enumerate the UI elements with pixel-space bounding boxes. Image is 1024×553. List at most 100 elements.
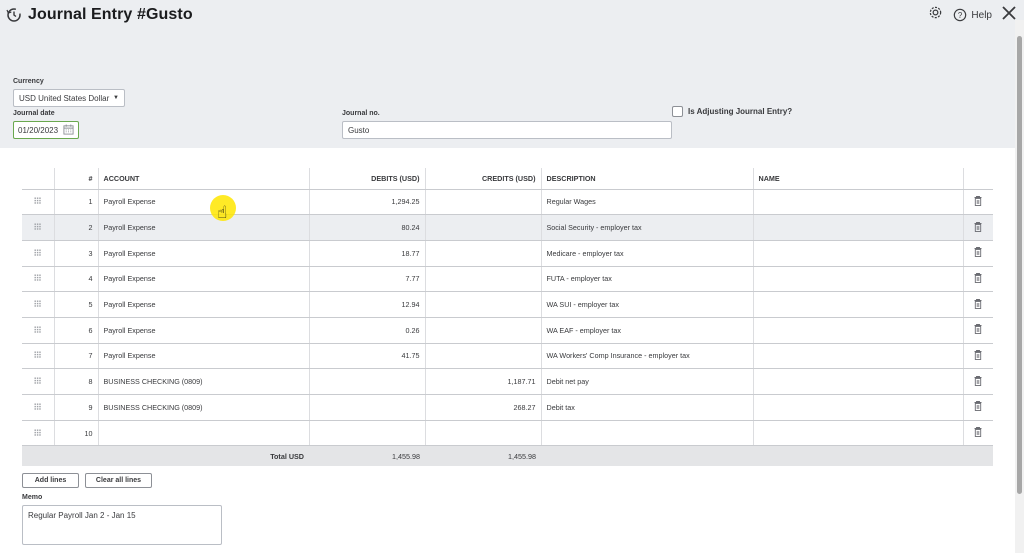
header-account: ACCOUNT (97, 168, 309, 190)
delete-row-trash-icon[interactable] (962, 240, 993, 267)
row-index: 3 (53, 240, 98, 267)
recent-transactions-icon[interactable] (6, 7, 22, 23)
table-row[interactable]: 8 BUSINESS CHECKING (0809) 1,187.71 Debit n… (22, 368, 993, 395)
drag-handle-icon[interactable] (22, 368, 54, 395)
header-index: # (53, 168, 98, 190)
description-cell[interactable] (540, 420, 753, 447)
credit-cell[interactable] (424, 420, 541, 447)
credit-cell[interactable] (424, 291, 541, 318)
table-row[interactable]: 5 Payroll Expense 12.94 WA SUI - employer t… (22, 291, 993, 318)
delete-row-trash-icon[interactable] (962, 189, 993, 216)
journal-no-input[interactable]: Gusto (342, 121, 672, 139)
delete-row-trash-icon[interactable] (962, 266, 993, 293)
description-cell[interactable]: WA Workers' Comp Insurance - employer ta… (540, 343, 753, 370)
account-cell[interactable]: Payroll Expense (97, 240, 309, 267)
description-cell[interactable]: Regular Wages (540, 189, 753, 216)
name-cell[interactable] (752, 189, 963, 216)
debit-cell[interactable]: 80.24 (308, 214, 425, 241)
drag-handle-icon[interactable] (22, 343, 54, 370)
scrollbar-thumb[interactable] (1017, 36, 1022, 494)
adjusting-entry-checkbox-row[interactable]: Is Adjusting Journal Entry? (672, 106, 792, 117)
settings-gear-icon[interactable] (928, 5, 943, 25)
credit-cell[interactable]: 1,187.71 (424, 368, 541, 395)
credit-cell[interactable] (424, 317, 541, 344)
add-lines-button[interactable]: Add lines (22, 473, 79, 488)
debit-cell[interactable] (308, 420, 425, 447)
row-index: 5 (53, 291, 98, 318)
currency-select[interactable]: USD United States Dollar ▼ (13, 89, 125, 107)
name-cell[interactable] (752, 291, 963, 318)
debit-cell[interactable]: 1,294.25 (308, 189, 425, 216)
account-cell[interactable]: Payroll Expense (97, 291, 309, 318)
description-cell[interactable]: WA SUI - employer tax (540, 291, 753, 318)
name-cell[interactable] (752, 343, 963, 370)
account-cell[interactable]: Payroll Expense (97, 317, 309, 344)
debit-cell[interactable]: 0.26 (308, 317, 425, 344)
account-cell[interactable] (97, 420, 309, 447)
currency-value: USD United States Dollar (19, 93, 110, 103)
credit-cell[interactable] (424, 189, 541, 216)
table-row[interactable]: 7 Payroll Expense 41.75 WA Workers' Comp In… (22, 343, 993, 370)
description-cell[interactable]: Social Security - employer tax (540, 214, 753, 241)
account-cell[interactable]: Payroll Expense (97, 189, 309, 216)
drag-handle-icon[interactable] (22, 420, 54, 447)
table-row[interactable]: 4 Payroll Expense 7.77 FUTA - employer tax (22, 266, 993, 293)
table-row[interactable]: 9 BUSINESS CHECKING (0809) 268.27 Debit tax (22, 394, 993, 421)
description-cell[interactable]: Debit tax (540, 394, 753, 421)
drag-handle-icon[interactable] (22, 189, 54, 216)
name-cell[interactable] (752, 266, 963, 293)
help-button[interactable]: ? Help (953, 8, 992, 22)
debit-cell[interactable]: 12.94 (308, 291, 425, 318)
account-cell[interactable]: Payroll Expense (97, 343, 309, 370)
delete-row-trash-icon[interactable] (962, 343, 993, 370)
drag-handle-icon[interactable] (22, 214, 54, 241)
account-cell[interactable]: Payroll Expense (97, 266, 309, 293)
delete-row-trash-icon[interactable] (962, 317, 993, 344)
delete-row-trash-icon[interactable] (962, 368, 993, 395)
name-cell[interactable] (752, 368, 963, 395)
drag-handle-icon[interactable] (22, 240, 54, 267)
account-cell[interactable]: BUSINESS CHECKING (0809) (97, 394, 309, 421)
delete-row-trash-icon[interactable] (962, 214, 993, 241)
name-cell[interactable] (752, 394, 963, 421)
debit-cell[interactable] (308, 368, 425, 395)
table-row[interactable]: 3 Payroll Expense 18.77 Medicare - employer… (22, 240, 993, 267)
credit-cell[interactable] (424, 240, 541, 267)
table-row[interactable]: 2 Payroll Expense 80.24 Social Security - e… (22, 214, 993, 241)
name-cell[interactable] (752, 240, 963, 267)
memo-textarea[interactable]: Regular Payroll Jan 2 - Jan 15 (22, 505, 222, 545)
calendar-icon[interactable] (63, 123, 74, 137)
name-cell[interactable] (752, 214, 963, 241)
drag-handle-icon[interactable] (22, 394, 54, 421)
debit-cell[interactable]: 7.77 (308, 266, 425, 293)
name-cell[interactable] (752, 420, 963, 447)
credit-cell[interactable] (424, 214, 541, 241)
account-cell[interactable]: Payroll Expense (97, 214, 309, 241)
description-cell[interactable]: FUTA - employer tax (540, 266, 753, 293)
drag-handle-icon[interactable] (22, 317, 54, 344)
credit-cell[interactable] (424, 343, 541, 370)
debit-cell[interactable] (308, 394, 425, 421)
delete-row-trash-icon[interactable] (962, 291, 993, 318)
debit-cell[interactable]: 41.75 (308, 343, 425, 370)
close-icon[interactable] (1002, 5, 1016, 25)
clear-all-lines-button[interactable]: Clear all lines (85, 473, 152, 488)
description-cell[interactable]: Medicare - employer tax (540, 240, 753, 267)
journal-date-value: 01/20/2023 (18, 125, 59, 135)
table-row[interactable]: 10 (22, 420, 993, 447)
credit-cell[interactable] (424, 266, 541, 293)
table-row[interactable]: 1 Payroll Expense 1,294.25 Regular Wages (22, 189, 993, 216)
delete-row-trash-icon[interactable] (962, 420, 993, 447)
drag-handle-icon[interactable] (22, 266, 54, 293)
table-row[interactable]: 6 Payroll Expense 0.26 WA EAF - employer ta… (22, 317, 993, 344)
drag-handle-icon[interactable] (22, 291, 54, 318)
description-cell[interactable]: Debit net pay (540, 368, 753, 395)
journal-date-input[interactable]: 01/20/2023 (13, 121, 79, 139)
credit-cell[interactable]: 268.27 (424, 394, 541, 421)
account-cell[interactable]: BUSINESS CHECKING (0809) (97, 368, 309, 395)
description-cell[interactable]: WA EAF - employer tax (540, 317, 753, 344)
debit-cell[interactable]: 18.77 (308, 240, 425, 267)
name-cell[interactable] (752, 317, 963, 344)
adjusting-entry-checkbox[interactable] (672, 106, 683, 117)
delete-row-trash-icon[interactable] (962, 394, 993, 421)
